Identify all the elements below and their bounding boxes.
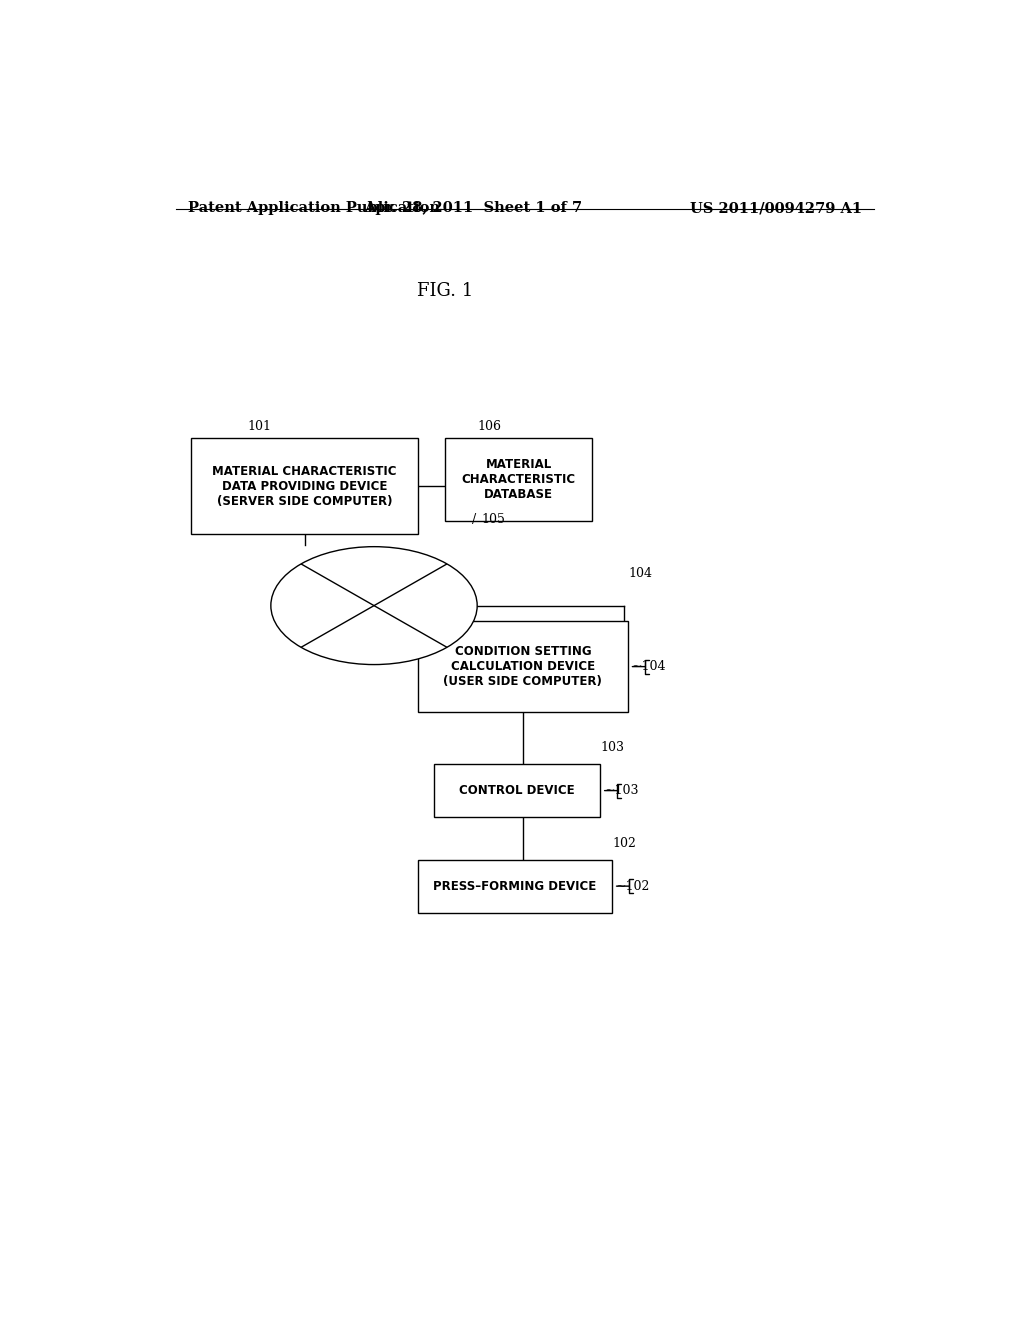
Text: 105: 105 <box>481 513 505 527</box>
Text: MATERIAL
CHARACTERISTIC
DATABASE: MATERIAL CHARACTERISTIC DATABASE <box>462 458 575 502</box>
Text: ~104: ~104 <box>632 660 667 673</box>
Bar <box>445 438 592 521</box>
Ellipse shape <box>270 546 477 664</box>
Text: US 2011/0094279 A1: US 2011/0094279 A1 <box>690 201 862 215</box>
Text: FIG. 1: FIG. 1 <box>418 281 473 300</box>
Text: ~103: ~103 <box>604 784 639 797</box>
Text: CONTROL DEVICE: CONTROL DEVICE <box>459 784 574 797</box>
Text: PRESS–FORMING DEVICE: PRESS–FORMING DEVICE <box>433 879 597 892</box>
Text: 102: 102 <box>612 837 636 850</box>
Bar <box>418 859 612 912</box>
Bar <box>433 764 600 817</box>
Text: 101: 101 <box>247 420 271 433</box>
Text: MATERIAL CHARACTERISTIC
DATA PROVIDING DEVICE
(SERVER SIDE COMPUTER): MATERIAL CHARACTERISTIC DATA PROVIDING D… <box>212 465 397 508</box>
Bar <box>191 438 418 535</box>
Text: ~102: ~102 <box>616 879 650 892</box>
Text: /: / <box>472 513 476 527</box>
Text: CONDITION SETTING
CALCULATION DEVICE
(USER SIDE COMPUTER): CONDITION SETTING CALCULATION DEVICE (US… <box>443 645 602 688</box>
Text: Apr. 28, 2011  Sheet 1 of 7: Apr. 28, 2011 Sheet 1 of 7 <box>365 201 583 215</box>
Text: 103: 103 <box>600 741 625 754</box>
Bar <box>418 620 628 713</box>
Text: 104: 104 <box>628 568 652 581</box>
Text: Patent Application Publication: Patent Application Publication <box>187 201 439 215</box>
Text: 106: 106 <box>477 420 501 433</box>
